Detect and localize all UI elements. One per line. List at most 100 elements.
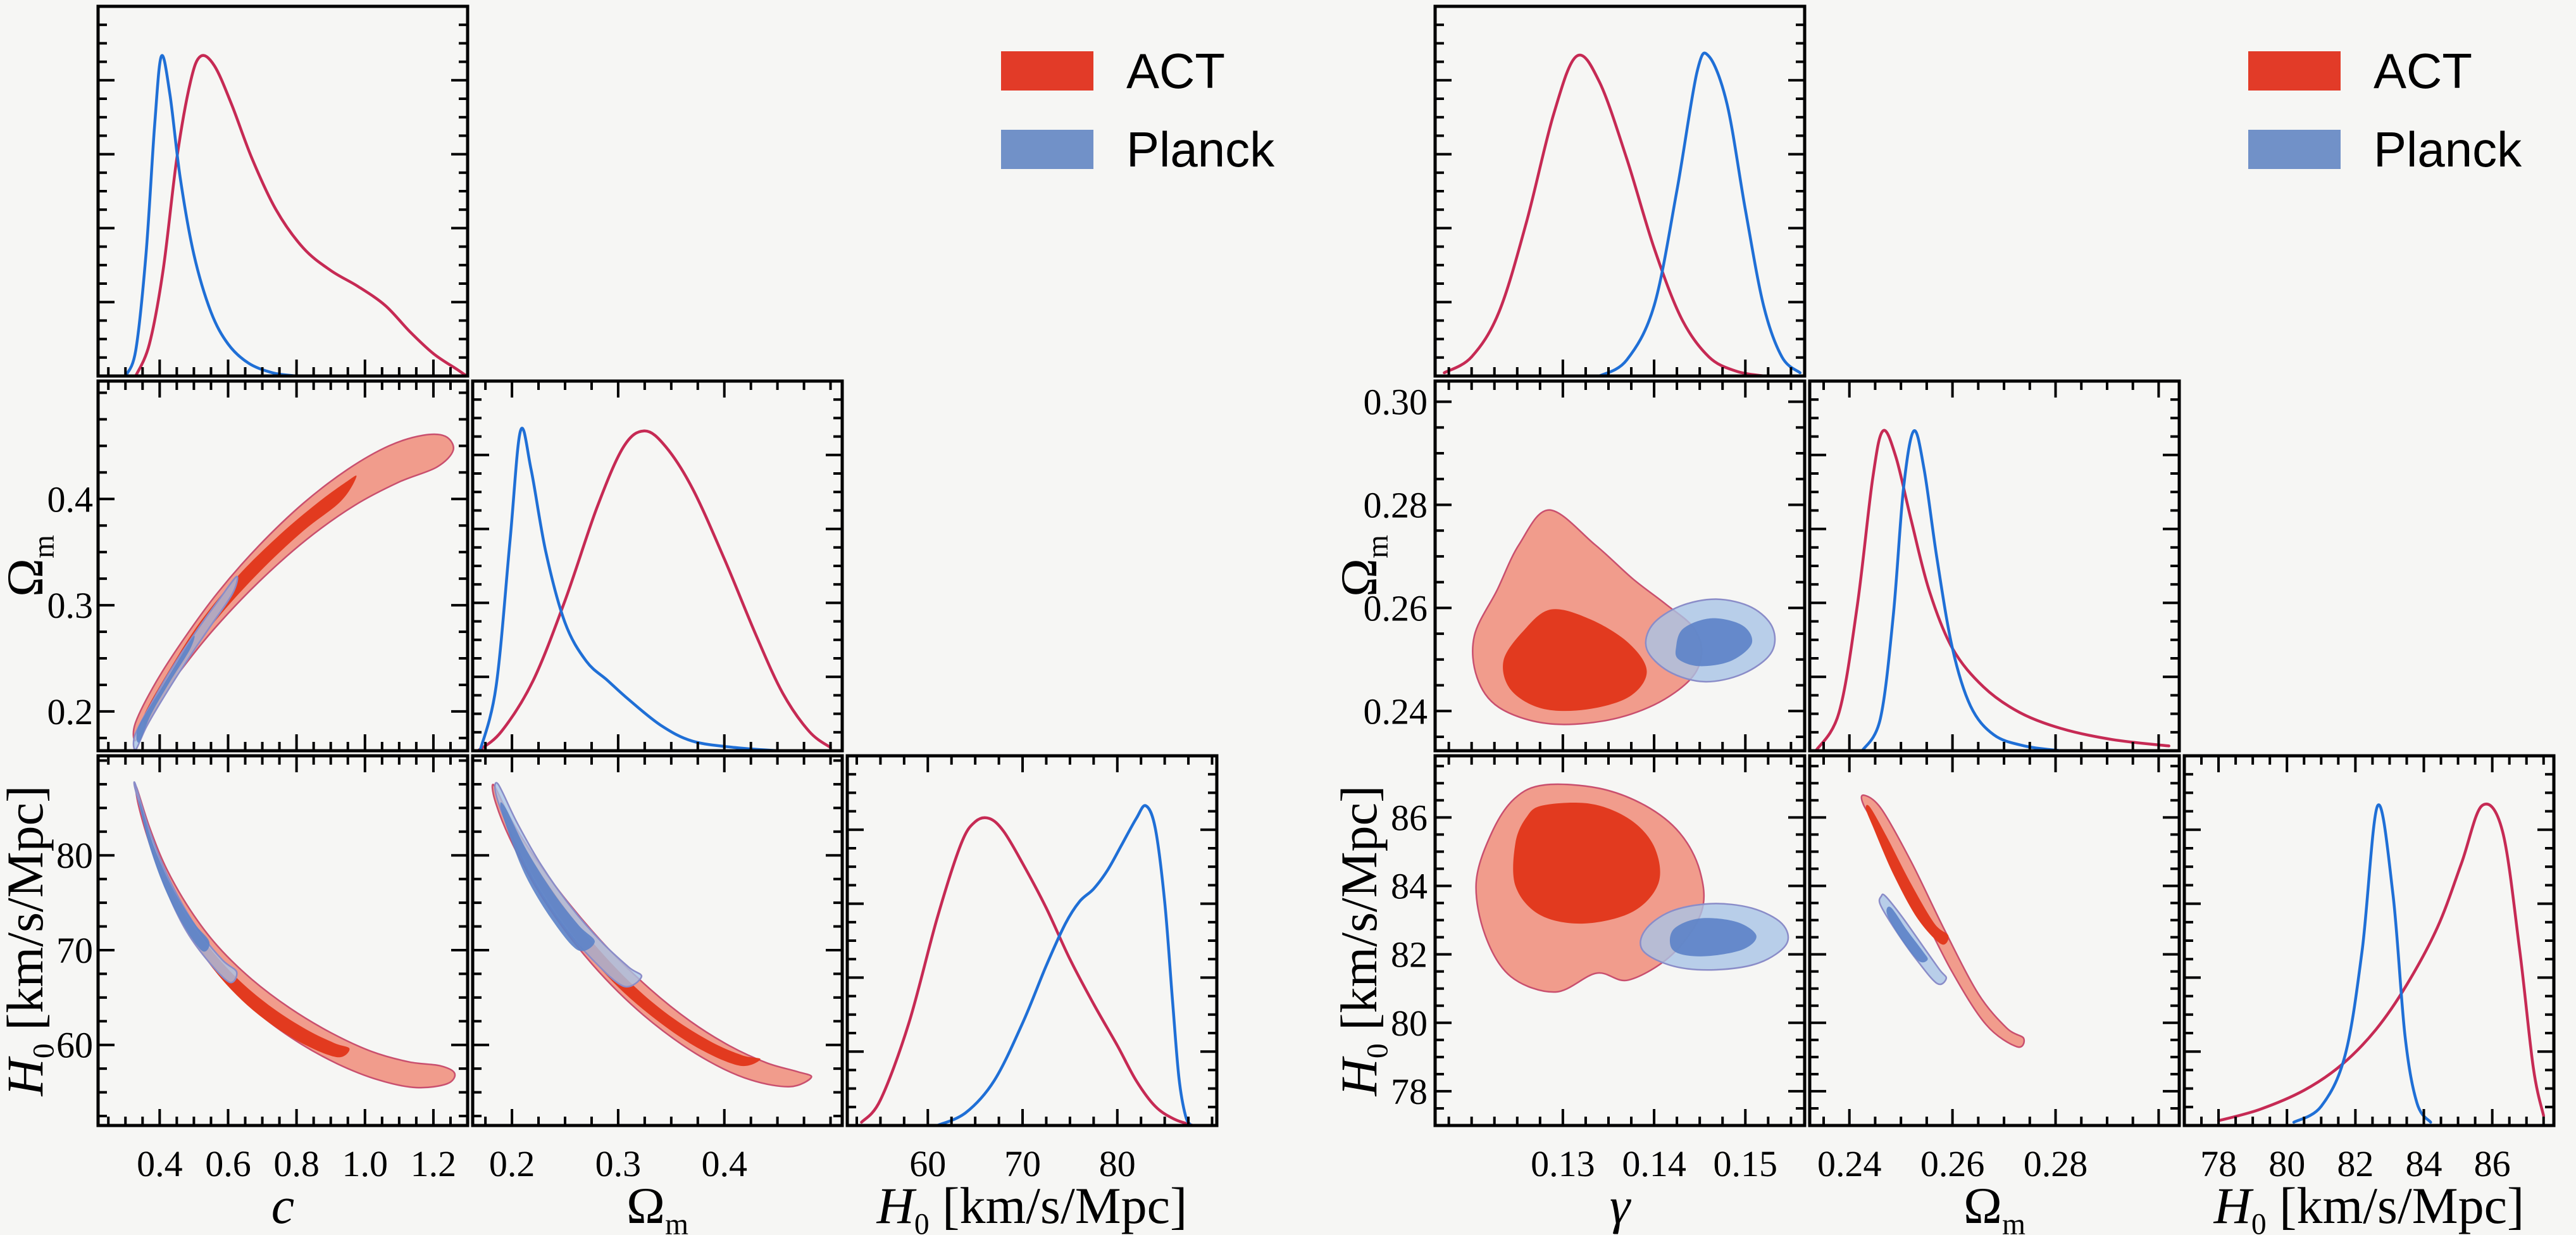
axis-title: H0 [km/s/Mpc]: [0, 785, 61, 1096]
left-corner-panel-r2c2: 60 70 80: [845, 754, 1219, 1184]
act-swatch: [2248, 51, 2341, 91]
x-tick-label: 86: [2474, 1143, 2511, 1184]
right-corner-panel-r2c1: 0.24 0.26 0.28: [1808, 754, 2181, 1184]
y-tick-label: 70: [56, 930, 93, 971]
left-corner-panel-r2c0: 0.4 0.6 0.8 1.0 1.2 60 70 80: [56, 754, 470, 1184]
left-corner-panel-r0c0: [96, 4, 470, 378]
act-density-curve: [1814, 429, 2170, 751]
x-tick-label: 80: [1099, 1143, 1136, 1184]
panel-ticks: [1810, 380, 2179, 752]
panel-frame: [96, 754, 470, 1127]
x-tick-label: 0.24: [1817, 1143, 1882, 1184]
axis-title: Ωm: [1330, 535, 1395, 597]
left-corner-panel-r1c1: [471, 379, 844, 753]
legend-label-act: ACT: [1126, 43, 1225, 99]
planck-contour-inner: [500, 802, 595, 951]
act-density-curve: [134, 54, 468, 376]
act-contour-outer: [132, 433, 454, 742]
panel-plot-area: [491, 782, 812, 1088]
y-tick-label: 0.30: [1364, 382, 1428, 423]
panel-tick-labels: 0.2 0.3 0.4: [47, 479, 94, 732]
panel-tick-labels: 78 80 82 84 86: [2200, 1143, 2511, 1184]
y-tick-label: 0.4: [47, 479, 94, 520]
panel-plot-area: [476, 427, 832, 751]
planck-contour-inner: [136, 636, 195, 743]
x-tick-label: 0.6: [205, 1143, 251, 1184]
y-tick-label: 80: [1391, 1003, 1428, 1044]
act-contour-outer: [135, 786, 456, 1089]
x-tick-label: 60: [909, 1143, 946, 1184]
left-corner-panel-r2c1: 0.2 0.3 0.4: [471, 754, 844, 1184]
planck-density-curve: [124, 54, 298, 376]
panel-ticks: [98, 381, 469, 751]
planck-density-curve: [1860, 429, 2062, 751]
act-contour-inner: [502, 811, 761, 1067]
x-tick-label: 0.15: [1714, 1143, 1778, 1184]
panel-ticks: [473, 756, 842, 1125]
planck-contour-outer: [494, 782, 643, 988]
panel-frame: [845, 754, 1219, 1127]
x-tick-label: 70: [1004, 1143, 1041, 1184]
planck-density-curve: [478, 427, 779, 751]
right-corner-panel-r2c2: 78 80 82 84 86: [2182, 754, 2556, 1184]
act-density-curve: [1443, 53, 1765, 376]
panel-plot-area: [2217, 802, 2546, 1124]
axis-title: H0 [km/s/Mpc]: [876, 1177, 1188, 1235]
axis-title: Ωm: [0, 535, 61, 597]
y-tick-label: 60: [56, 1025, 93, 1066]
panel-tick-labels: 0.2 0.3 0.4: [489, 1143, 747, 1184]
y-tick-label: 80: [56, 835, 93, 876]
panel-ticks: [473, 380, 842, 752]
planck-swatch: [2248, 130, 2341, 169]
panel-plot-area: [1860, 794, 2025, 1048]
panel-frame: [2182, 754, 2556, 1127]
y-tick-label: 84: [1391, 865, 1428, 906]
right-corner-panel-r1c0: 0.24 0.26 0.28 0.30: [1364, 379, 1807, 753]
panel-plot-area: [1814, 429, 2170, 751]
act-contour-inner: [1503, 609, 1647, 712]
right-corner-panel-r1c1: [1808, 379, 2181, 753]
panel-frame: [1433, 754, 1807, 1127]
planck-density-curve: [1598, 51, 1802, 376]
planck-contour-inner: [1675, 618, 1753, 667]
panel-plot-area: [124, 54, 468, 376]
panel-frame: [1433, 4, 1807, 378]
panel-ticks: [1435, 5, 1805, 377]
panel-ticks: [98, 756, 469, 1125]
panel-ticks: [1810, 756, 2179, 1127]
x-tick-label: 80: [2268, 1143, 2305, 1184]
x-tick-label: 0.26: [1920, 1143, 1985, 1184]
planck-density-curve: [2292, 803, 2432, 1124]
act-swatch: [1001, 51, 1093, 91]
act-contour-inner: [1513, 803, 1660, 924]
panel-frame: [1808, 754, 2181, 1127]
x-tick-label: 0.8: [273, 1143, 320, 1184]
act-contour-inner: [1865, 805, 1949, 945]
panel-ticks: [98, 5, 469, 377]
panel-frame: [96, 379, 470, 753]
act-contour-outer: [1860, 794, 2025, 1048]
act-contour-inner: [143, 475, 357, 725]
planck-contour-outer: [132, 575, 239, 751]
panel-plot-area: [860, 804, 1195, 1125]
panel-tick-labels: 0.13 0.14 0.15 78 80 82 84 86: [1391, 797, 1777, 1184]
left-corner-panel-r1c0: 0.2 0.3 0.4: [47, 379, 470, 753]
legend-item-planck: Planck: [1001, 125, 1274, 174]
act-density-curve: [476, 429, 832, 751]
act-contour-outer: [491, 784, 812, 1088]
x-tick-label: 0.3: [595, 1143, 642, 1184]
panel-ticks: [2183, 755, 2554, 1127]
axis-title: Ωm: [626, 1177, 688, 1235]
legend-right: ACT Planck: [2248, 46, 2522, 174]
x-tick-label: 78: [2200, 1143, 2237, 1184]
legend-left: ACT Planck: [1001, 46, 1274, 174]
y-tick-label: 0.2: [47, 691, 94, 732]
x-tick-label: 1.2: [411, 1143, 457, 1184]
panel-plot-area: [1472, 509, 1776, 725]
x-tick-label: 0.2: [489, 1143, 535, 1184]
axis-title: γ: [1609, 1177, 1631, 1234]
panel-tick-labels: 0.24 0.26 0.28 0.30: [1364, 382, 1428, 732]
panel-frame: [1433, 379, 1807, 753]
legend-item-act: ACT: [2248, 46, 2522, 96]
